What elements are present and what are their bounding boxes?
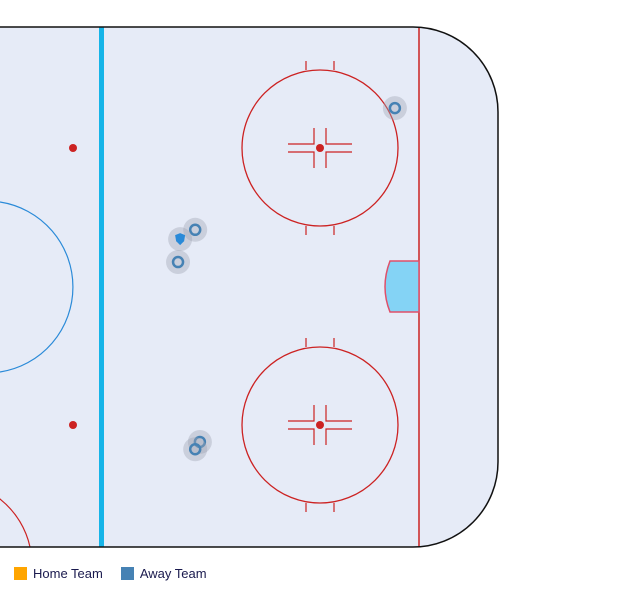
shield-icon (175, 233, 186, 246)
home-swatch (14, 567, 27, 580)
goal-marker[interactable] (168, 227, 193, 252)
faceoff-circle (241, 346, 399, 504)
faceoff-dot (316, 421, 324, 429)
marker-halo (183, 437, 208, 462)
boards (0, 26, 499, 548)
faceoff-dot (316, 144, 324, 152)
legend-home[interactable]: Home Team (14, 566, 103, 581)
shot-ring (188, 442, 202, 456)
shot-ring (388, 101, 402, 115)
neutral-faceoff-dot (69, 144, 77, 152)
away-swatch (120, 567, 134, 580)
rink-chart (0, 26, 499, 548)
marker-halo (382, 96, 407, 121)
legend-away-label: Away Team (139, 566, 207, 581)
goal-crease (384, 260, 420, 313)
legend: Home Team Away Team (14, 566, 207, 581)
faceoff-hashmarks (288, 61, 352, 235)
faceoff-circle (241, 69, 399, 227)
center-circle (0, 201, 74, 373)
legend-home-label: Home Team (33, 566, 103, 581)
marker-halo (183, 217, 208, 242)
shot-marker[interactable] (166, 250, 191, 275)
marker-halo (166, 250, 191, 275)
faceoff-hashmarks (288, 338, 352, 512)
shot-marker[interactable] (183, 437, 208, 462)
shot-marker[interactable] (382, 96, 407, 121)
neutral-faceoff-dot (69, 421, 77, 429)
shot-marker[interactable] (183, 217, 208, 242)
legend-away[interactable]: Away Team (120, 566, 207, 581)
shot-ring (171, 255, 185, 269)
marker-halo (187, 429, 212, 454)
neutral-circle-arc (0, 480, 31, 547)
shot-ring (188, 223, 202, 237)
ice-surface (0, 27, 498, 547)
blue-line (99, 27, 104, 547)
